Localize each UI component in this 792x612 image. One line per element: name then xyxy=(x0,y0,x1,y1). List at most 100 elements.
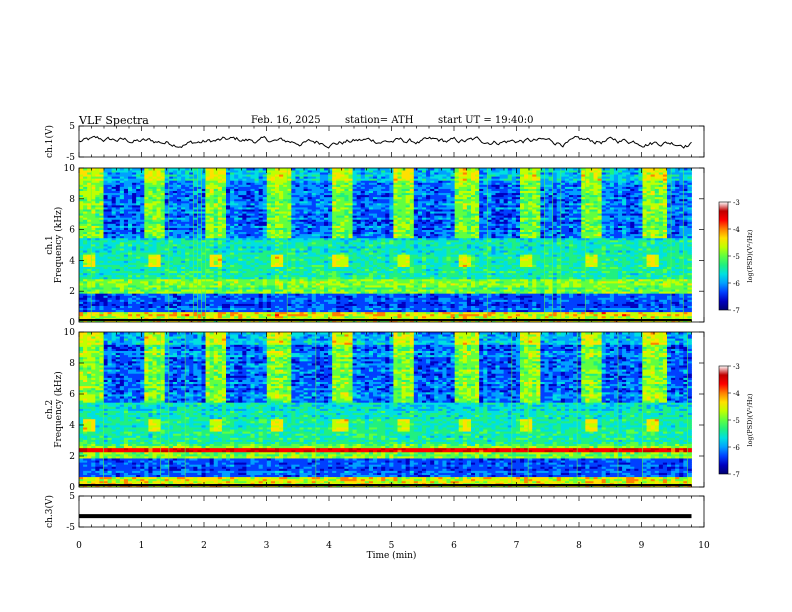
spectrogram-cell xyxy=(144,184,149,187)
spectrogram-cell xyxy=(189,262,194,265)
spectrogram-cell xyxy=(156,305,162,309)
spectrogram-cell xyxy=(115,168,121,171)
spectrogram-cell xyxy=(79,315,84,319)
spectrogram-cell xyxy=(148,217,153,220)
spectrogram-cell xyxy=(205,272,211,276)
spectrogram-cell xyxy=(83,186,88,189)
spectrogram-cell xyxy=(111,287,117,290)
spectrogram-cell xyxy=(221,260,227,263)
spectrogram-cell xyxy=(221,268,227,272)
spectrogram-cell xyxy=(193,250,198,253)
spectrogram-cell xyxy=(193,192,198,196)
spectrogram-cell xyxy=(254,254,260,257)
spectrogram-cell xyxy=(132,221,137,224)
spectrogram-cell xyxy=(230,176,235,179)
spectrogram-cell xyxy=(279,268,284,272)
spectrogram-cell xyxy=(79,299,84,302)
spectrogram-cell xyxy=(201,184,206,187)
spectrogram-cell xyxy=(111,276,117,280)
spectrogram-cell xyxy=(148,172,153,175)
spectrogram-cell xyxy=(270,170,276,173)
spectrogram-cell xyxy=(201,256,206,259)
spectrogram-cell xyxy=(160,198,166,202)
spectrogram-cell xyxy=(91,276,96,280)
spectrogram-cell xyxy=(168,182,174,185)
spectrogram-cell xyxy=(128,276,133,280)
spectrogram-cell xyxy=(181,301,186,304)
spectrogram-cell xyxy=(128,270,133,274)
spectrogram-cell xyxy=(136,207,141,210)
spectrogram-cell xyxy=(160,266,166,270)
spectrogram-cell xyxy=(230,202,235,206)
spectrogram-cell xyxy=(164,301,170,304)
spectrogram-cell xyxy=(291,276,296,280)
spectrogram-cell xyxy=(242,233,247,237)
spectrogram-cell xyxy=(160,237,166,241)
spectrogram-cell xyxy=(79,188,84,191)
spectrogram-cell xyxy=(250,182,255,185)
spectrogram-cell xyxy=(132,172,137,175)
spectrogram-cell xyxy=(168,207,174,210)
spectrogram-cell xyxy=(91,282,96,286)
spectrogram-cell xyxy=(107,170,113,173)
spectrogram-cell xyxy=(91,309,96,313)
spectrogram-cell xyxy=(193,178,198,181)
spectrogram-cell xyxy=(172,260,178,263)
spectrogram-cell xyxy=(283,291,288,294)
spectrogram-cell xyxy=(115,223,121,226)
spectrogram-cell xyxy=(111,180,117,183)
spectrogram-cell xyxy=(279,200,284,204)
spectrogram-cell xyxy=(287,186,292,189)
spectrogram-cell xyxy=(197,172,202,175)
spectrogram-cell xyxy=(217,225,223,228)
spectrogram-cell xyxy=(193,172,198,175)
spectrogram-cell xyxy=(287,305,292,309)
spectrogram-cell xyxy=(140,297,145,300)
spectrogram-cell xyxy=(132,229,137,233)
spectrogram-cell xyxy=(205,301,211,304)
spectrogram-cell xyxy=(168,211,174,214)
spectrogram-cell xyxy=(291,307,296,311)
spectrogram-cell xyxy=(279,241,284,245)
spectrogram-cell xyxy=(193,287,198,290)
spectrogram-cell xyxy=(152,170,157,173)
spectrogram-cell xyxy=(213,252,219,255)
spectrogram-cell xyxy=(201,311,206,315)
spectrogram-cell xyxy=(111,268,117,272)
spectrogram-cell xyxy=(107,305,113,309)
spectrogram-cell xyxy=(95,235,100,239)
spectrogram-cell xyxy=(87,264,92,267)
spectrogram-cell xyxy=(91,243,96,247)
spectrogram-cell xyxy=(254,276,260,280)
spectrogram-cell xyxy=(91,202,96,206)
spectrogram-cell xyxy=(205,258,211,261)
spectrogram-cell xyxy=(197,235,202,239)
spectrogram-cell xyxy=(111,200,117,204)
spectrogram-cell xyxy=(197,233,202,237)
spectrogram-cell xyxy=(193,235,198,239)
spectrogram-cell xyxy=(238,192,243,196)
spectrogram-cell xyxy=(201,243,206,247)
spectrogram-cell xyxy=(107,221,113,224)
spectrogram-cell xyxy=(189,207,194,210)
spectrogram-cell xyxy=(291,272,296,276)
spectrogram-cell xyxy=(279,176,284,179)
spectrogram-cell xyxy=(91,301,96,304)
spectrogram-cell xyxy=(177,293,182,296)
spectrogram-cell xyxy=(95,297,100,300)
spectrogram-cell xyxy=(234,170,239,173)
spectrogram-cell xyxy=(128,260,133,263)
spectrogram-cell xyxy=(83,278,88,282)
spectrogram-cell xyxy=(185,297,190,300)
spectrogram-cell xyxy=(91,241,96,245)
spectrogram-cell xyxy=(205,280,211,284)
spectrogram-cell xyxy=(172,231,178,235)
spectrogram-cell xyxy=(254,178,260,181)
spectrogram-cell xyxy=(291,282,296,286)
spectrogram-cell xyxy=(262,313,268,317)
spectrogram-cell xyxy=(144,225,149,228)
spectrogram-cell xyxy=(287,211,292,214)
spectrogram-cell xyxy=(144,266,149,270)
spectrogram-cell xyxy=(201,260,206,263)
spectrogram-cell xyxy=(136,309,141,313)
